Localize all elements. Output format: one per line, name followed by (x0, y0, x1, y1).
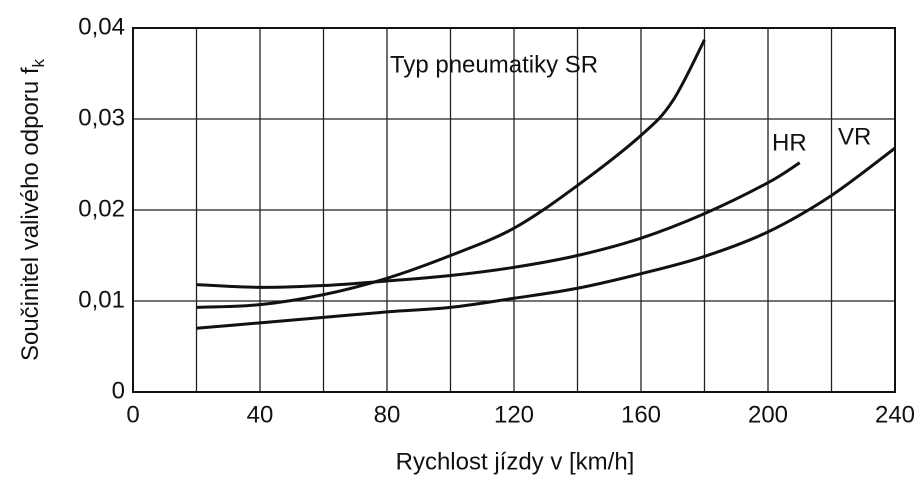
series-line (196, 161, 801, 289)
y-tick-label: 0,02 (78, 195, 125, 222)
x-tick-label: 160 (621, 401, 661, 428)
y-tick-label: 0 (112, 377, 125, 404)
y-axis-title-subscript: k (29, 58, 48, 67)
x-tick-label: 120 (494, 401, 534, 428)
y-tick-label: 0,01 (78, 286, 125, 313)
x-tick-label: 0 (126, 401, 139, 428)
y-tick-label: 0,04 (78, 13, 125, 40)
series-line (196, 146, 896, 330)
series-label: Typ pneumatiky SR (390, 51, 598, 78)
x-tick-label: 80 (374, 401, 401, 428)
series-line (196, 39, 706, 309)
x-tick-label: 40 (247, 401, 274, 428)
y-tick-label: 0,03 (78, 104, 125, 131)
x-tick-label: 240 (875, 401, 915, 428)
x-tick-label: 200 (748, 401, 788, 428)
plot-frame (132, 27, 896, 393)
y-axis-title-main: Součinitel valivého odporu f (17, 67, 44, 361)
series-label: HR (772, 129, 807, 156)
y-axis-title: Součinitel valivého odporu fk (17, 58, 48, 361)
series-label: VR (838, 123, 871, 150)
x-axis-title: Rychlost jízdy v [km/h] (396, 448, 635, 475)
